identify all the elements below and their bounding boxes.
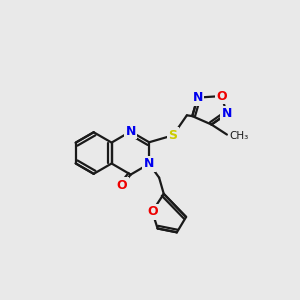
Text: N: N <box>222 107 232 120</box>
Text: O: O <box>147 205 158 218</box>
Text: N: N <box>144 157 154 170</box>
Text: N: N <box>125 125 136 138</box>
Text: S: S <box>169 129 178 142</box>
Text: CH₃: CH₃ <box>229 131 248 141</box>
Text: N: N <box>193 91 203 104</box>
Text: O: O <box>216 90 227 103</box>
Text: O: O <box>117 179 128 192</box>
